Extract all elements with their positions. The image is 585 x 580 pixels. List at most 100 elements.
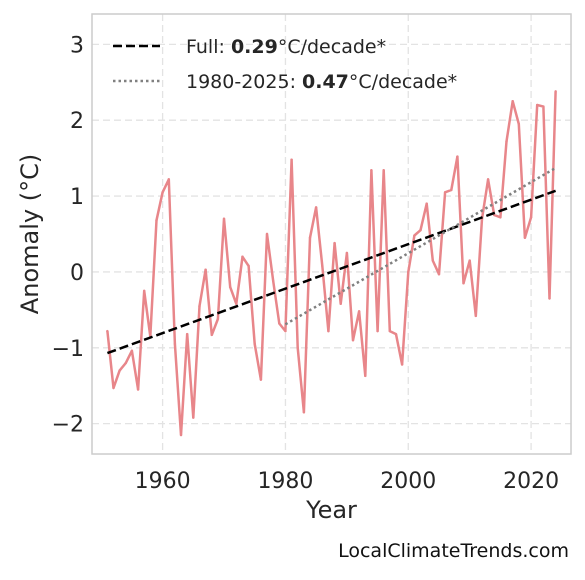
anomaly-data-point xyxy=(517,122,521,126)
plot-area xyxy=(106,90,557,437)
anomaly-data-point xyxy=(529,216,533,219)
anomaly-series-line xyxy=(106,91,557,437)
legend-full-suffix: °C/decade* xyxy=(278,36,386,58)
anomaly-data-point xyxy=(382,169,385,172)
recent-trend-line xyxy=(284,166,557,326)
anomaly-data-point xyxy=(118,369,121,372)
anomaly-data-point xyxy=(456,155,459,158)
anomaly-data-point xyxy=(314,206,318,209)
y-tick-label: 0 xyxy=(70,261,84,286)
legend-full-prefix: Full: xyxy=(186,36,231,58)
anomaly-data-point xyxy=(210,333,213,337)
anomaly-data-point xyxy=(167,178,170,181)
y-tick-label: 2 xyxy=(70,109,84,134)
anomaly-data-point xyxy=(400,363,404,366)
anomaly-data-point xyxy=(271,279,275,283)
anomaly-data-point xyxy=(142,289,146,293)
anomaly-data-point xyxy=(370,169,373,172)
anomaly-data-point xyxy=(542,105,545,108)
anomaly-data-point xyxy=(413,234,416,237)
anomaly-data-point xyxy=(228,285,232,289)
x-axis-title: Year xyxy=(305,496,357,524)
anomaly-data-point xyxy=(450,188,453,192)
anomaly-data-point xyxy=(179,433,183,437)
anomaly-data-point xyxy=(437,273,441,276)
anomaly-data-point xyxy=(290,158,293,161)
anomaly-data-point xyxy=(235,302,238,305)
y-tick-label: 3 xyxy=(70,33,84,58)
anomaly-data-point xyxy=(222,217,226,221)
anomaly-data-point xyxy=(296,346,299,349)
anomaly-data-point xyxy=(394,332,398,336)
full-trend-line xyxy=(106,189,557,355)
anomaly-data-point xyxy=(357,310,361,313)
anomaly-data-point xyxy=(505,140,508,143)
anomaly-data-point xyxy=(198,304,201,308)
anomaly-data-point xyxy=(351,339,355,342)
anomaly-data-point xyxy=(253,342,256,346)
anomaly-data-point xyxy=(155,219,158,222)
anomaly-data-point xyxy=(486,178,490,181)
anomaly-data-point xyxy=(284,329,287,333)
source-credit: LocalClimateTrends.com xyxy=(338,540,569,562)
anomaly-data-point xyxy=(136,388,140,391)
legend-full-value: 0.29 xyxy=(231,36,278,58)
anomaly-data-point xyxy=(216,317,220,321)
legend-full-trend-label: Full: 0.29°C/decade* xyxy=(186,36,386,58)
anomaly-data-point xyxy=(407,270,410,274)
anomaly-data-point xyxy=(443,191,447,194)
anomaly-data-point xyxy=(425,202,428,205)
tick-labels: 1960 1980 2000 2020 −2 −1 0 1 2 3 xyxy=(52,33,560,494)
anomaly-data-point xyxy=(554,90,557,93)
anomaly-data-point xyxy=(333,241,336,245)
anomaly-data-point xyxy=(112,386,115,390)
anomaly-data-point xyxy=(548,297,551,300)
anomaly-data-point xyxy=(185,332,189,336)
anomaly-data-point xyxy=(376,329,379,333)
legend-recent-prefix: 1980-2025: xyxy=(186,71,302,93)
anomaly-data-point xyxy=(241,255,244,258)
anomaly-data-point xyxy=(321,264,324,268)
anomaly-data-point xyxy=(130,349,134,353)
anomaly-data-point xyxy=(462,282,465,285)
anomaly-data-point xyxy=(419,229,422,232)
anomaly-data-point xyxy=(247,264,250,268)
legend: Full: 0.29°C/decade* 1980-2025: 0.47°C/d… xyxy=(113,36,457,93)
anomaly-data-point xyxy=(161,191,164,194)
y-tick-label: −2 xyxy=(52,413,84,438)
anomaly-data-point xyxy=(308,236,312,239)
anomaly-data-point xyxy=(339,302,342,305)
anomaly-data-point xyxy=(523,236,527,239)
anomaly-data-point xyxy=(327,329,330,333)
x-tick-label: 2000 xyxy=(380,469,436,494)
anomaly-data-point xyxy=(499,216,502,219)
x-tick-label: 2020 xyxy=(503,469,559,494)
anomaly-data-point xyxy=(124,361,127,365)
anomaly-data-point xyxy=(173,342,177,346)
anomaly-data-point xyxy=(204,268,207,271)
anomaly-data-point xyxy=(511,100,514,103)
anomaly-data-point xyxy=(345,251,349,255)
anomaly-data-point xyxy=(388,329,392,333)
anomaly-data-point xyxy=(474,314,478,318)
anomaly-data-point xyxy=(106,329,109,333)
anomaly-data-point xyxy=(431,259,435,262)
anomaly-data-point xyxy=(302,411,306,414)
anomaly-data-point xyxy=(278,322,281,325)
legend-recent-value: 0.47 xyxy=(302,71,349,93)
anomaly-data-point xyxy=(468,259,471,262)
y-tick-label: −1 xyxy=(52,337,84,362)
anomaly-data-point xyxy=(259,378,263,381)
x-tick-label: 1960 xyxy=(135,469,191,494)
y-tick-label: 1 xyxy=(70,185,84,210)
y-axis-title: Anomaly (°C) xyxy=(16,154,44,314)
anomaly-data-point xyxy=(265,232,269,236)
anomaly-data-point xyxy=(192,416,195,419)
x-tick-label: 1980 xyxy=(257,469,313,494)
legend-recent-trend-label: 1980-2025: 0.47°C/decade* xyxy=(186,71,457,93)
anomaly-data-point xyxy=(536,103,539,107)
legend-recent-suffix: °C/decade* xyxy=(349,71,457,93)
anomaly-data-point xyxy=(364,374,367,378)
plot-frame xyxy=(91,13,572,455)
